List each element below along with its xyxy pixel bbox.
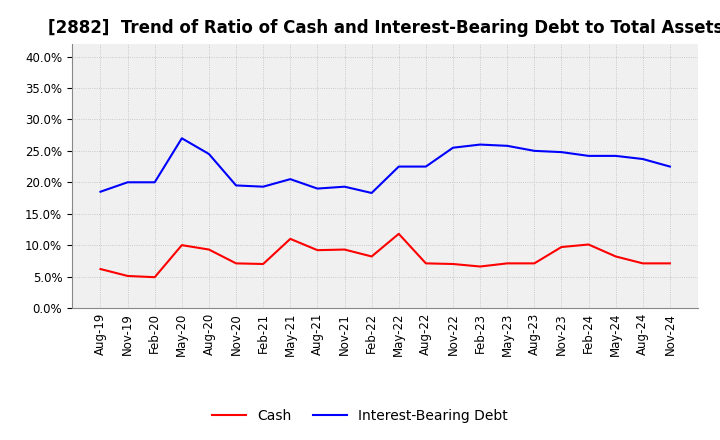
Interest-Bearing Debt xyxy=(313,186,322,191)
Line: Interest-Bearing Debt: Interest-Bearing Debt xyxy=(101,138,670,193)
Interest-Bearing Debt xyxy=(395,164,403,169)
Cash xyxy=(503,261,511,266)
Interest-Bearing Debt xyxy=(449,145,457,150)
Cash xyxy=(313,248,322,253)
Interest-Bearing Debt xyxy=(259,184,268,189)
Interest-Bearing Debt xyxy=(232,183,240,188)
Interest-Bearing Debt xyxy=(367,191,376,196)
Cash xyxy=(639,261,647,266)
Cash xyxy=(341,247,349,252)
Interest-Bearing Debt xyxy=(611,153,620,158)
Cash xyxy=(96,266,105,271)
Interest-Bearing Debt xyxy=(150,180,159,185)
Interest-Bearing Debt xyxy=(96,189,105,194)
Cash xyxy=(204,247,213,252)
Cash xyxy=(395,231,403,236)
Interest-Bearing Debt xyxy=(178,136,186,141)
Cash xyxy=(286,236,294,242)
Cash xyxy=(611,254,620,259)
Interest-Bearing Debt xyxy=(204,151,213,157)
Cash xyxy=(232,261,240,266)
Cash xyxy=(421,261,430,266)
Cash xyxy=(449,261,457,267)
Cash xyxy=(665,261,674,266)
Cash xyxy=(123,273,132,279)
Legend: Cash, Interest-Bearing Debt: Cash, Interest-Bearing Debt xyxy=(206,403,514,429)
Cash xyxy=(150,275,159,280)
Interest-Bearing Debt xyxy=(665,164,674,169)
Cash xyxy=(584,242,593,247)
Interest-Bearing Debt xyxy=(476,142,485,147)
Cash xyxy=(476,264,485,269)
Cash xyxy=(259,261,268,267)
Interest-Bearing Debt xyxy=(123,180,132,185)
Interest-Bearing Debt xyxy=(639,156,647,161)
Line: Cash: Cash xyxy=(101,234,670,277)
Interest-Bearing Debt xyxy=(530,148,539,154)
Cash xyxy=(367,254,376,259)
Title: [2882]  Trend of Ratio of Cash and Interest-Bearing Debt to Total Assets: [2882] Trend of Ratio of Cash and Intere… xyxy=(48,19,720,37)
Cash xyxy=(530,261,539,266)
Interest-Bearing Debt xyxy=(557,150,566,155)
Interest-Bearing Debt xyxy=(341,184,349,189)
Cash xyxy=(178,242,186,248)
Cash xyxy=(557,244,566,249)
Interest-Bearing Debt xyxy=(286,176,294,182)
Interest-Bearing Debt xyxy=(421,164,430,169)
Interest-Bearing Debt xyxy=(503,143,511,148)
Interest-Bearing Debt xyxy=(584,153,593,158)
